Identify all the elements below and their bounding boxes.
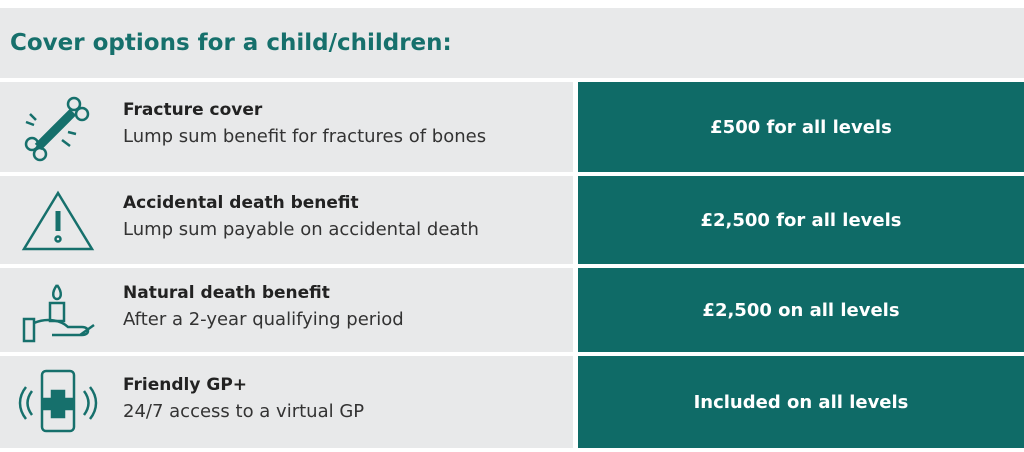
row-value: £2,500 on all levels: [578, 268, 1024, 352]
header-title: Cover options for a child/children:: [10, 30, 452, 56]
header: Cover options for a child/children:: [0, 8, 1024, 78]
row-value: £500 for all levels: [578, 82, 1024, 172]
row: Fracture cover Lump sum benefit for fract…: [0, 82, 1024, 172]
row-info: Natural death benefit After a 2-year qual…: [0, 268, 573, 352]
row: Accidental death benefit Lump sum payable…: [0, 176, 1024, 264]
row-description: Lump sum payable on accidental death: [123, 219, 479, 240]
row-info: Friendly GP+ 24/7 access to a virtual GP: [0, 356, 573, 448]
row: Friendly GP+ 24/7 access to a virtual GP I…: [0, 356, 1024, 448]
icon: [18, 367, 98, 437]
row-value: Included on all levels: [578, 356, 1024, 448]
row-description: Lump sum benefit for fractures of bones: [123, 126, 487, 147]
row-title: Accidental death benefit: [123, 193, 359, 213]
icon-graphic: [21, 190, 95, 251]
row-description: After a 2-year qualifying period: [123, 309, 404, 330]
row: Natural death benefit After a 2-year qual…: [0, 268, 1024, 352]
row-title: Fracture cover: [123, 100, 263, 120]
row-title: Natural death benefit: [123, 283, 330, 303]
icon-graphic: [24, 96, 90, 162]
icon: [18, 92, 98, 162]
icon-graphic: [22, 284, 95, 343]
icon-graphic: [18, 369, 98, 433]
row-info: Accidental death benefit Lump sum payable…: [0, 176, 573, 264]
row-info: Fracture cover Lump sum benefit for fract…: [0, 82, 573, 172]
icon: [18, 185, 98, 255]
row-title: Friendly GP+: [123, 375, 248, 395]
row-value: £2,500 for all levels: [578, 176, 1024, 264]
icon: [18, 275, 98, 345]
row-description: 24/7 access to a virtual GP: [123, 401, 365, 422]
